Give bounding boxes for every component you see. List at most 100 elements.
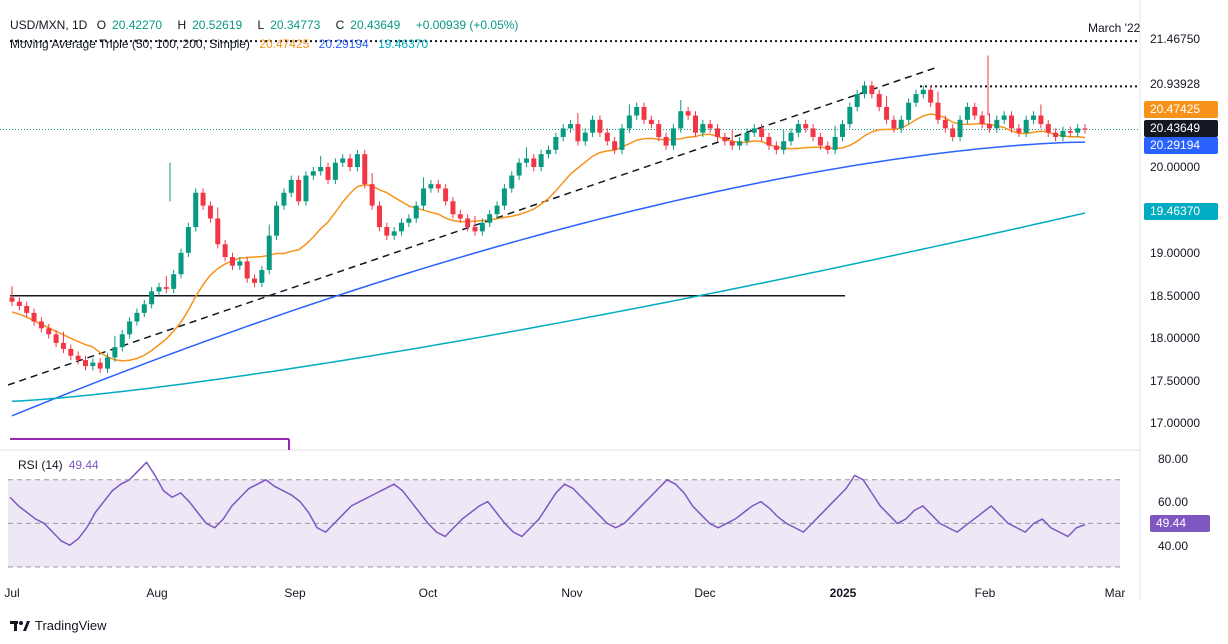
candle-body [391,231,397,236]
candle-body [229,257,235,266]
candle-body [501,188,507,206]
tradingview-icon [10,620,30,631]
grid-layer [0,0,1141,600]
candle-body [979,115,985,125]
candle-body [127,321,133,335]
x-tick: Mar [1104,586,1126,600]
candle-body [288,179,294,193]
change-value: +0.00939 (+0.05%) [415,18,519,32]
candle-body [568,124,574,129]
candle-body [1001,115,1007,120]
candle-body [957,119,963,137]
candle-body [928,89,934,103]
candle-body [193,192,199,228]
candle-body [656,124,662,137]
candle-body [670,128,676,146]
candle-body [222,244,228,258]
candle-body [950,128,956,137]
candle-body [376,205,382,228]
candle-body [1053,132,1059,137]
candle-body [38,321,44,329]
candle-body [369,184,375,206]
moving-averages [11,113,1086,417]
candle-body [465,218,471,228]
candle-body [303,175,309,202]
ma100-value: 20.29194 [318,37,369,51]
rsi-value: 49.44 [68,458,99,472]
candle-body [472,227,478,232]
candle-body [310,171,316,176]
candle-body [641,106,647,120]
candle-body [399,222,405,232]
candle-body [215,218,221,245]
candle-body [435,184,441,189]
candle-body [421,188,427,206]
candle-body [332,162,338,180]
rsi-tick: 40.00 [1158,539,1189,553]
candle-body [751,128,757,133]
open-label: O [96,18,107,32]
symbol-label: USD/MXN, 1D [10,18,88,32]
candle-body [259,269,265,283]
candle-body [24,305,30,313]
close-value: 20.43649 [350,18,401,32]
candle-body [46,328,52,335]
candle-body [604,132,610,142]
candle-body [1060,130,1066,137]
high-label: H [177,18,187,32]
candle-body [964,106,970,120]
y-tick: 20.00000 [1150,160,1201,174]
candle-body [781,141,787,150]
candle-body [149,291,155,305]
candle-body [803,124,809,129]
candle-body [450,201,456,215]
ohlc-header: USD/MXN, 1D O 20.42270 H 20.52619 L 20.3477… [10,18,524,32]
y-tick: 17.50000 [1150,374,1201,388]
x-tick: Nov [561,586,583,600]
candle-body [678,111,684,129]
candle-body [744,132,750,142]
candle-body [207,205,213,219]
candle-body [68,348,74,356]
candle-body [590,119,596,133]
candle-body [325,167,331,180]
candle-body [340,158,346,163]
candle-body [1045,124,1051,133]
candle-body [700,124,706,133]
candle-body [626,115,632,129]
candle-body [1009,115,1015,129]
candle-body [237,261,243,266]
candle-body [171,274,177,289]
x-tick: Feb [974,586,996,600]
y-tick: 17.00000 [1150,416,1201,430]
x-tick: Dec [694,586,716,600]
candle-body [509,175,515,189]
candle-body [972,106,978,116]
rsi-title: RSI (14) 49.44 [18,458,99,472]
candle-body [523,158,529,163]
candle-body [891,119,897,129]
candle-body [443,188,449,202]
candle-body [722,136,728,142]
candle-body [788,132,794,142]
candle-body [707,124,713,129]
candle-body [53,334,59,343]
horizontal-levels [0,40,1140,450]
candle-body [384,227,390,236]
candle-body [1023,119,1029,133]
level-annotation: March '22 [1088,21,1141,35]
candle-body [200,192,206,206]
candle-body [795,124,801,133]
candle-body [31,312,37,322]
candle-body [244,261,250,279]
rsi-band-fill [8,479,1120,567]
low-value: 20.34773 [270,18,321,32]
level-high-label: 21.46750 [1144,31,1218,48]
candle-body [119,334,125,348]
candle-body [876,94,882,107]
candle-body [457,214,463,219]
candle-body [913,94,919,103]
tradingview-logo[interactable]: TradingView [10,618,107,633]
candle-body [825,145,831,150]
